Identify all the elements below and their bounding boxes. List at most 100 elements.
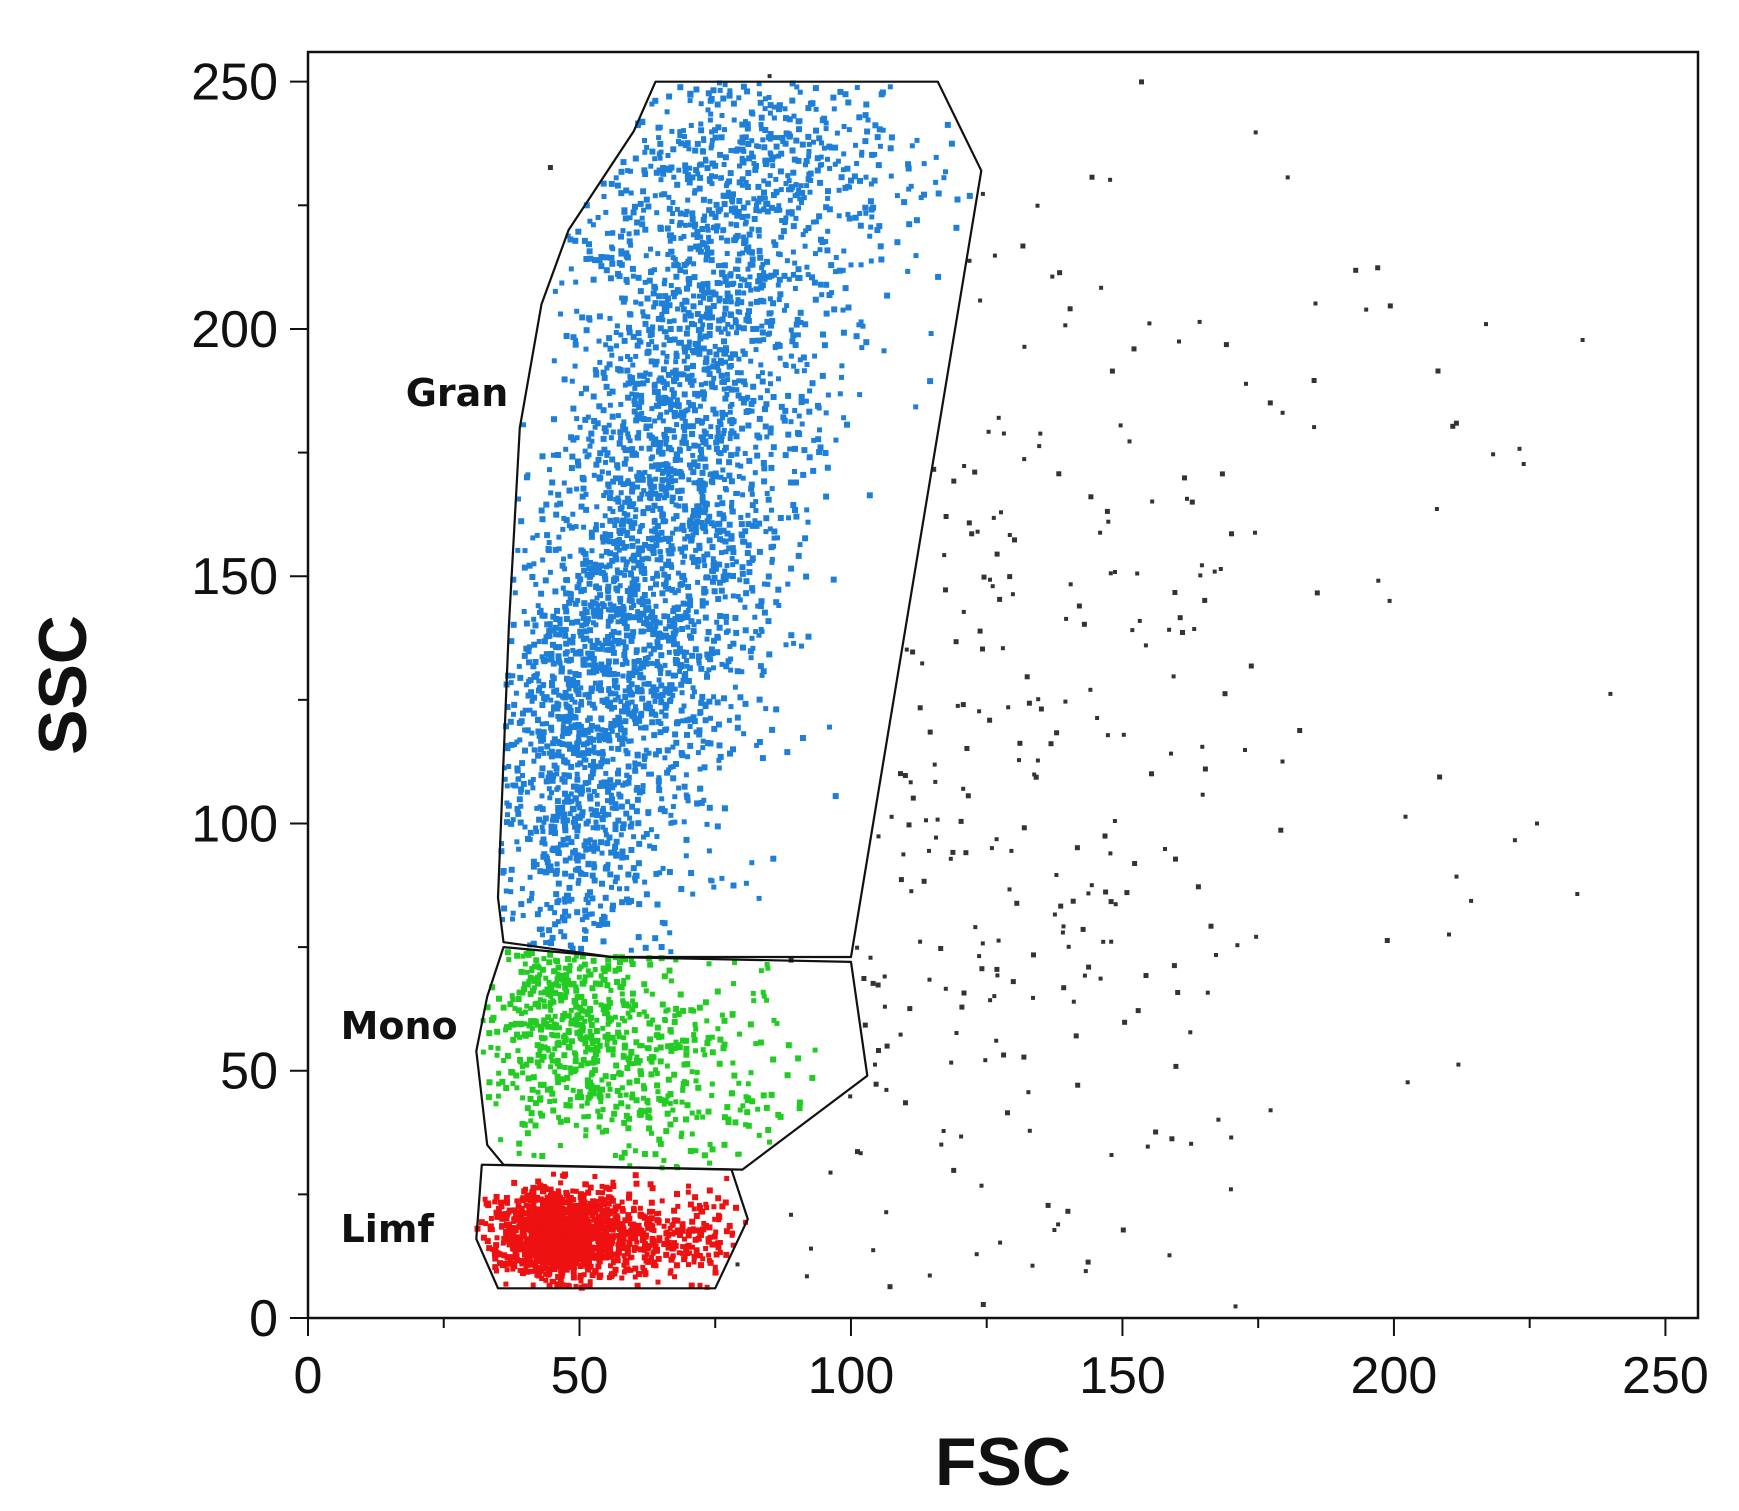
event-point [529,966,535,971]
event-point [635,658,642,664]
event-point [663,701,670,708]
event-point [661,306,668,312]
event-point [655,315,662,322]
event-point [597,784,602,789]
event-point [708,434,714,439]
event-point [695,1084,702,1091]
event-point [716,520,723,527]
event-point [568,839,575,846]
event-point [673,661,679,667]
event-point [729,324,735,330]
event-point [554,1197,560,1203]
event-point [608,254,615,261]
event-point [613,1103,620,1110]
event-point [712,410,719,417]
event-point [773,190,779,196]
event-point [578,1094,585,1101]
event-point [548,490,554,496]
event-point [660,400,667,406]
event-point [629,265,636,272]
event-point [657,224,664,231]
event-point [686,477,692,483]
event-point [672,731,679,738]
event-point [567,729,573,735]
event-point [762,406,768,413]
event-point [637,288,644,295]
event-point [773,143,780,150]
event-point [523,620,530,627]
event-point [610,429,616,435]
event-point [587,795,594,802]
event-point [783,642,789,648]
event-point [657,325,664,332]
event-point [543,694,550,701]
event-point [928,331,934,336]
event-point [826,143,833,150]
event-point [625,763,632,770]
event-point [571,750,577,756]
event-point [655,1089,661,1095]
event-point [612,1014,618,1020]
event-point [624,254,631,261]
event-point [576,1089,583,1096]
event-point [691,622,697,628]
event-point [763,401,770,408]
event-point [652,935,659,942]
event-point [703,415,710,421]
event-point [654,693,661,700]
event-point [563,714,570,721]
event-point [555,749,561,755]
event-point [756,520,763,527]
event-point [563,333,570,339]
event-point [713,351,720,358]
event-point [799,421,805,427]
event-point [603,209,609,215]
event-point [690,507,697,514]
event-point [503,742,509,748]
event-point [664,769,671,776]
event-point [705,367,711,373]
event-point [819,292,825,298]
event-point [613,556,620,563]
event-point [654,901,661,908]
event-point [561,933,568,940]
event-point [787,479,794,486]
event-point [582,998,588,1004]
event-point [601,493,607,498]
event-point [613,475,619,482]
event-point [633,787,639,793]
event-point [598,780,605,787]
event-point [642,724,649,731]
event-point [677,496,683,501]
event-point [530,663,537,670]
event-point [677,669,683,674]
event-point [751,998,757,1004]
event-point [530,940,537,947]
event-point [653,285,659,291]
event-point [624,750,631,757]
event-point [667,682,673,688]
event-point [562,984,569,991]
event-point [765,134,772,141]
event-point [647,477,653,483]
event-point [667,1121,674,1128]
event-point [572,795,578,801]
event-point [641,374,647,379]
event-point [728,478,735,485]
event-point [706,444,712,450]
event-point [801,195,807,201]
event-point [661,281,667,287]
event-point [556,546,562,552]
event-point [587,911,593,917]
event-point [542,869,549,876]
event-point [864,128,871,135]
event-point [812,353,818,359]
event-point [594,1017,600,1023]
event-point [612,801,619,808]
event-point [661,973,668,980]
event-point [605,1093,611,1099]
event-point [577,788,582,794]
event-point [761,189,767,196]
event-point [746,559,753,566]
